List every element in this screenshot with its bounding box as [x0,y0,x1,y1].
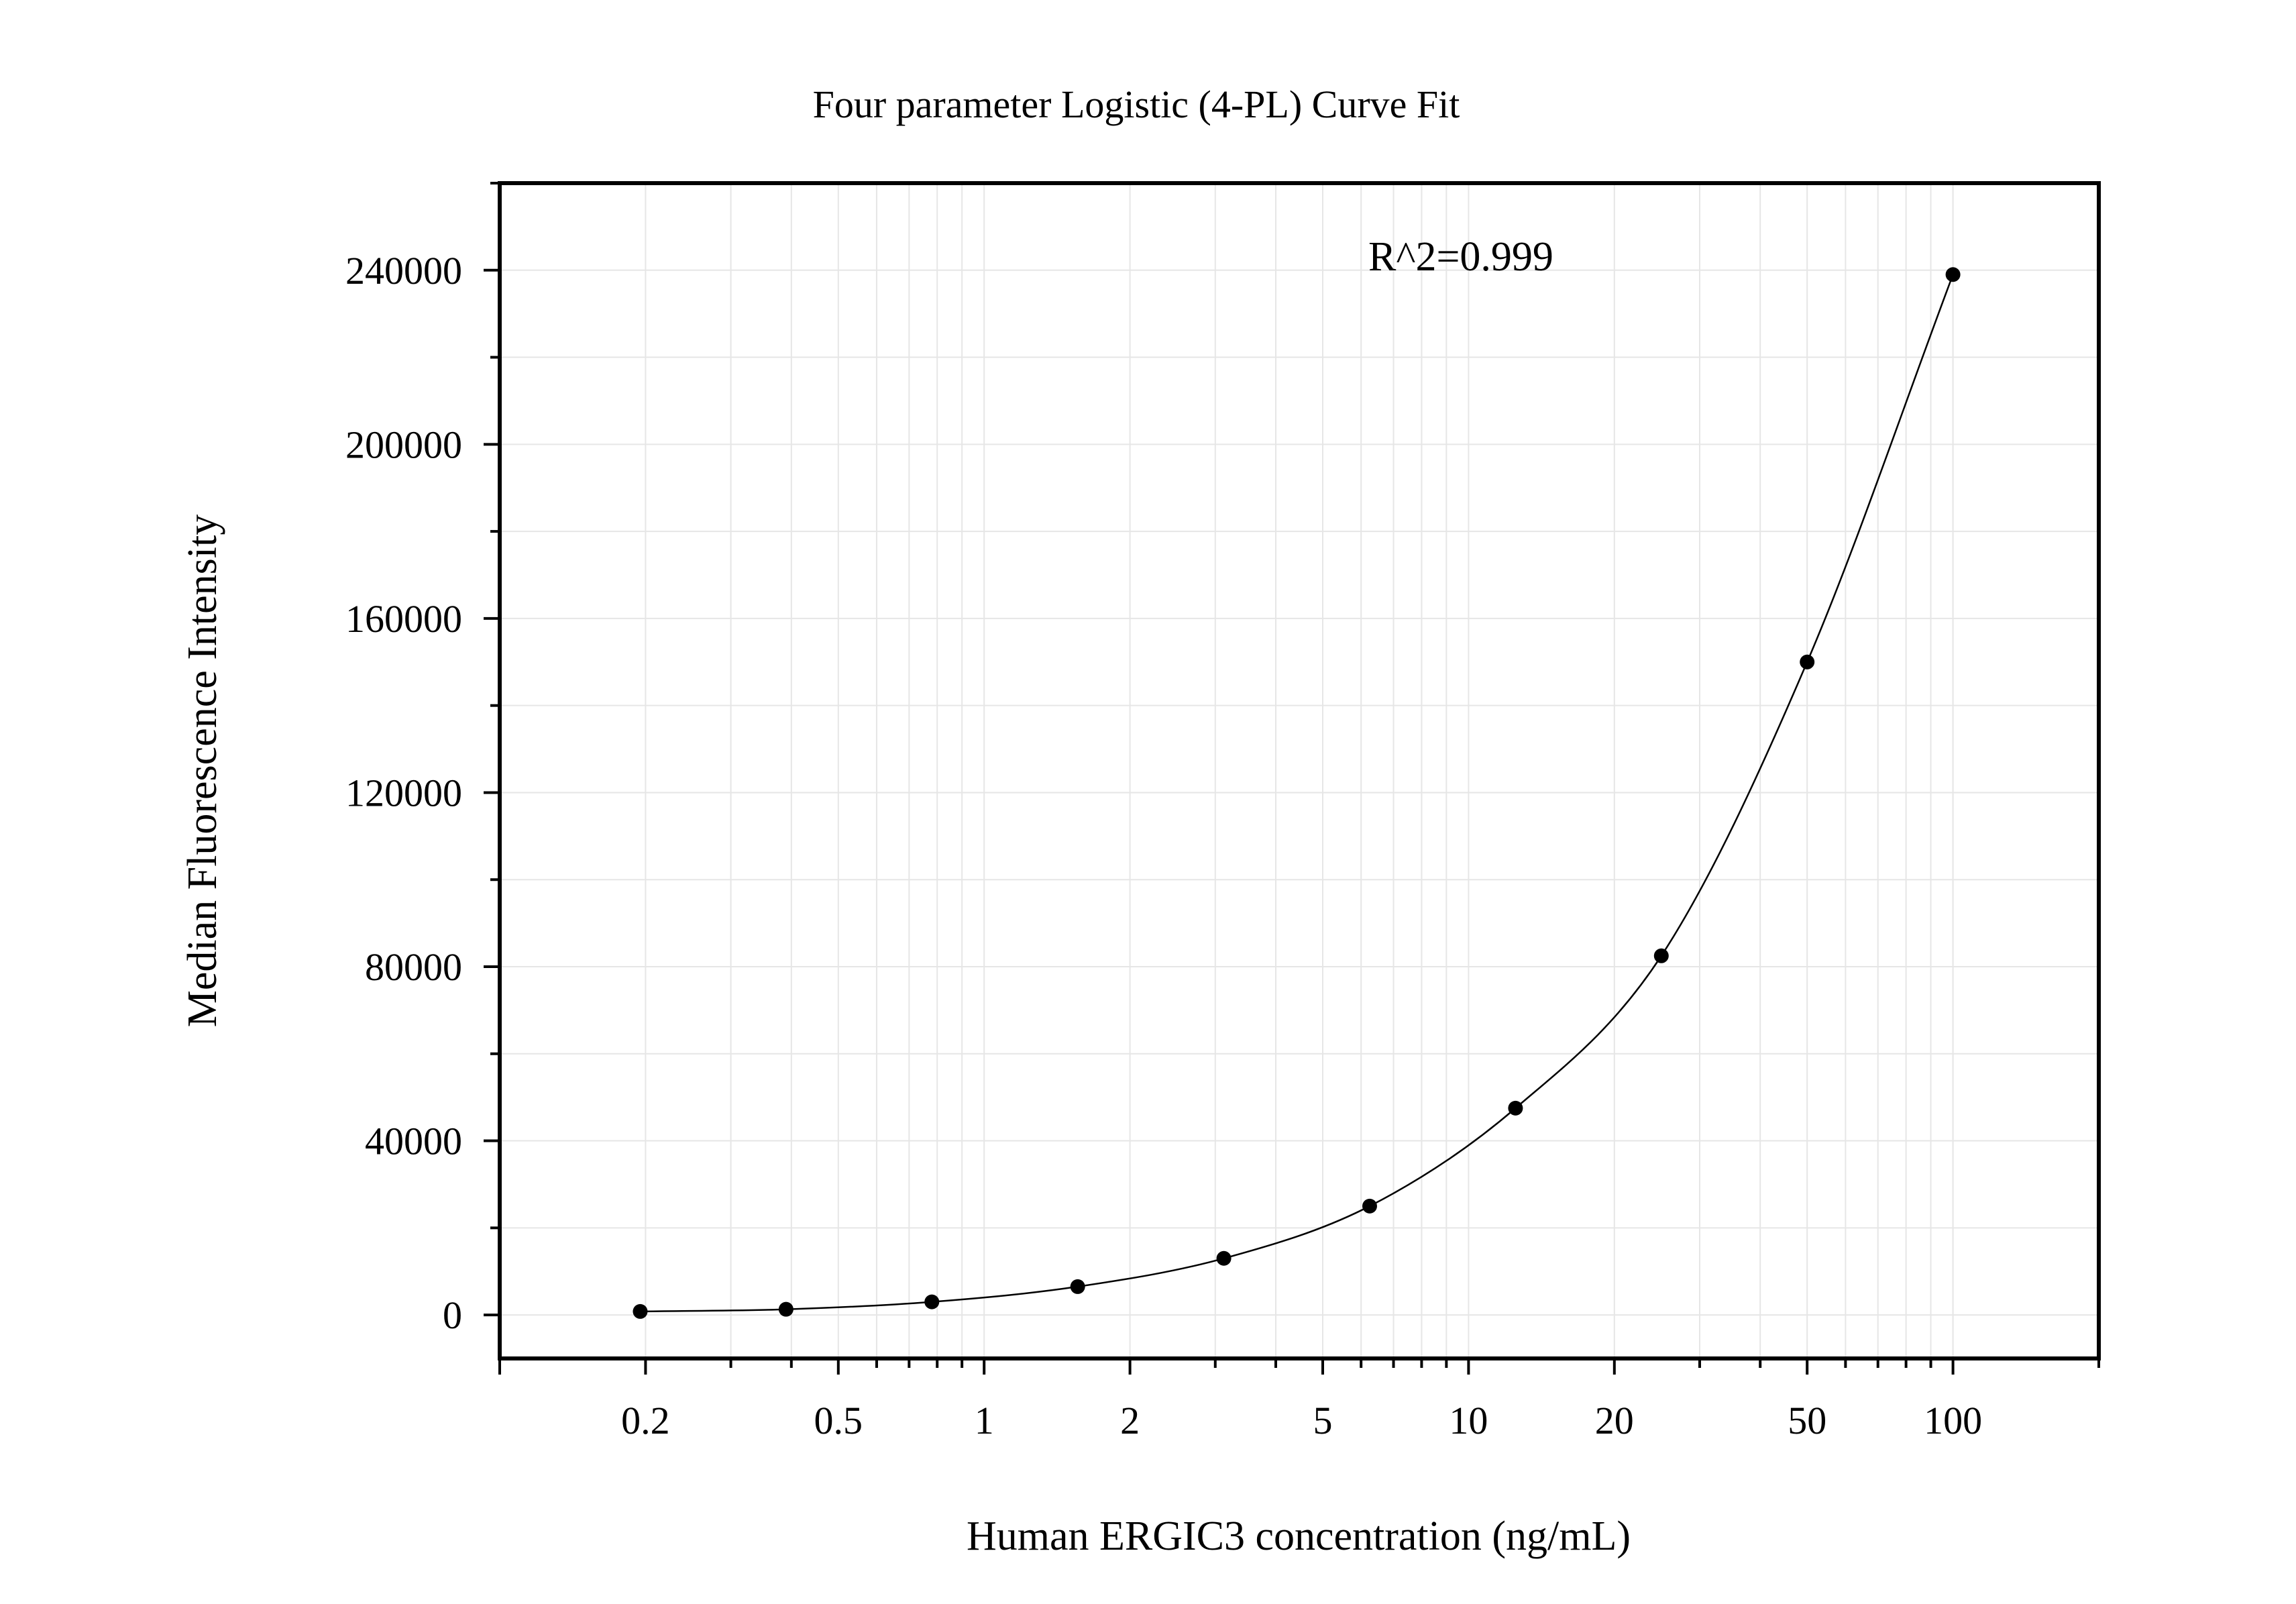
data-point [633,1303,648,1319]
data-point [1508,1100,1523,1116]
x-tick-label: 20 [1595,1399,1634,1442]
x-tick-label: 5 [1313,1399,1332,1442]
data-point [1653,948,1669,963]
fit-curve [640,274,1954,1313]
y-tick-label: 40000 [365,1120,462,1163]
data-point [1362,1198,1377,1214]
y-axis-ticks: 0 40000 80000 120000 160000 200000 240000 [345,182,500,1337]
data-point [924,1294,940,1309]
x-tick-label: 0.5 [814,1399,863,1442]
data-point [778,1301,794,1317]
fit-curve-layer [640,274,1954,1313]
y-tick-label: 160000 [345,597,462,641]
y-tick-label: 80000 [365,945,462,989]
y-axis-title: Median Fluorescence Intensity [180,515,225,1027]
data-point [1070,1279,1085,1294]
y-tick-label: 120000 [345,771,462,814]
x-tick-label: 2 [1120,1399,1140,1442]
x-axis-ticks: 0.2 0.5 1 2 5 10 20 50 100 [498,1358,2100,1442]
x-tick-label: 100 [1924,1399,1982,1442]
gridlines [500,183,2099,1358]
x-tick-label: 1 [975,1399,994,1442]
x-tick-label: 10 [1449,1399,1488,1442]
x-tick-label: 0.2 [621,1399,670,1442]
x-axis-title: Human ERGIC3 concentration (ng/mL) [967,1513,1631,1559]
data-points-layer [633,267,1961,1319]
plot-frame [498,181,2101,1360]
r-squared-annotation: R^2=0.999 [1368,234,1553,280]
data-point [1216,1250,1232,1266]
y-tick-label: 200000 [345,423,462,466]
chart-title: Four parameter Logistic (4-PL) Curve Fit [813,83,1460,126]
data-point [1945,267,1961,282]
y-tick-label: 240000 [345,249,462,292]
x-tick-label: 50 [1788,1399,1826,1442]
y-tick-label: 0 [443,1293,462,1337]
data-point [1800,654,1815,670]
